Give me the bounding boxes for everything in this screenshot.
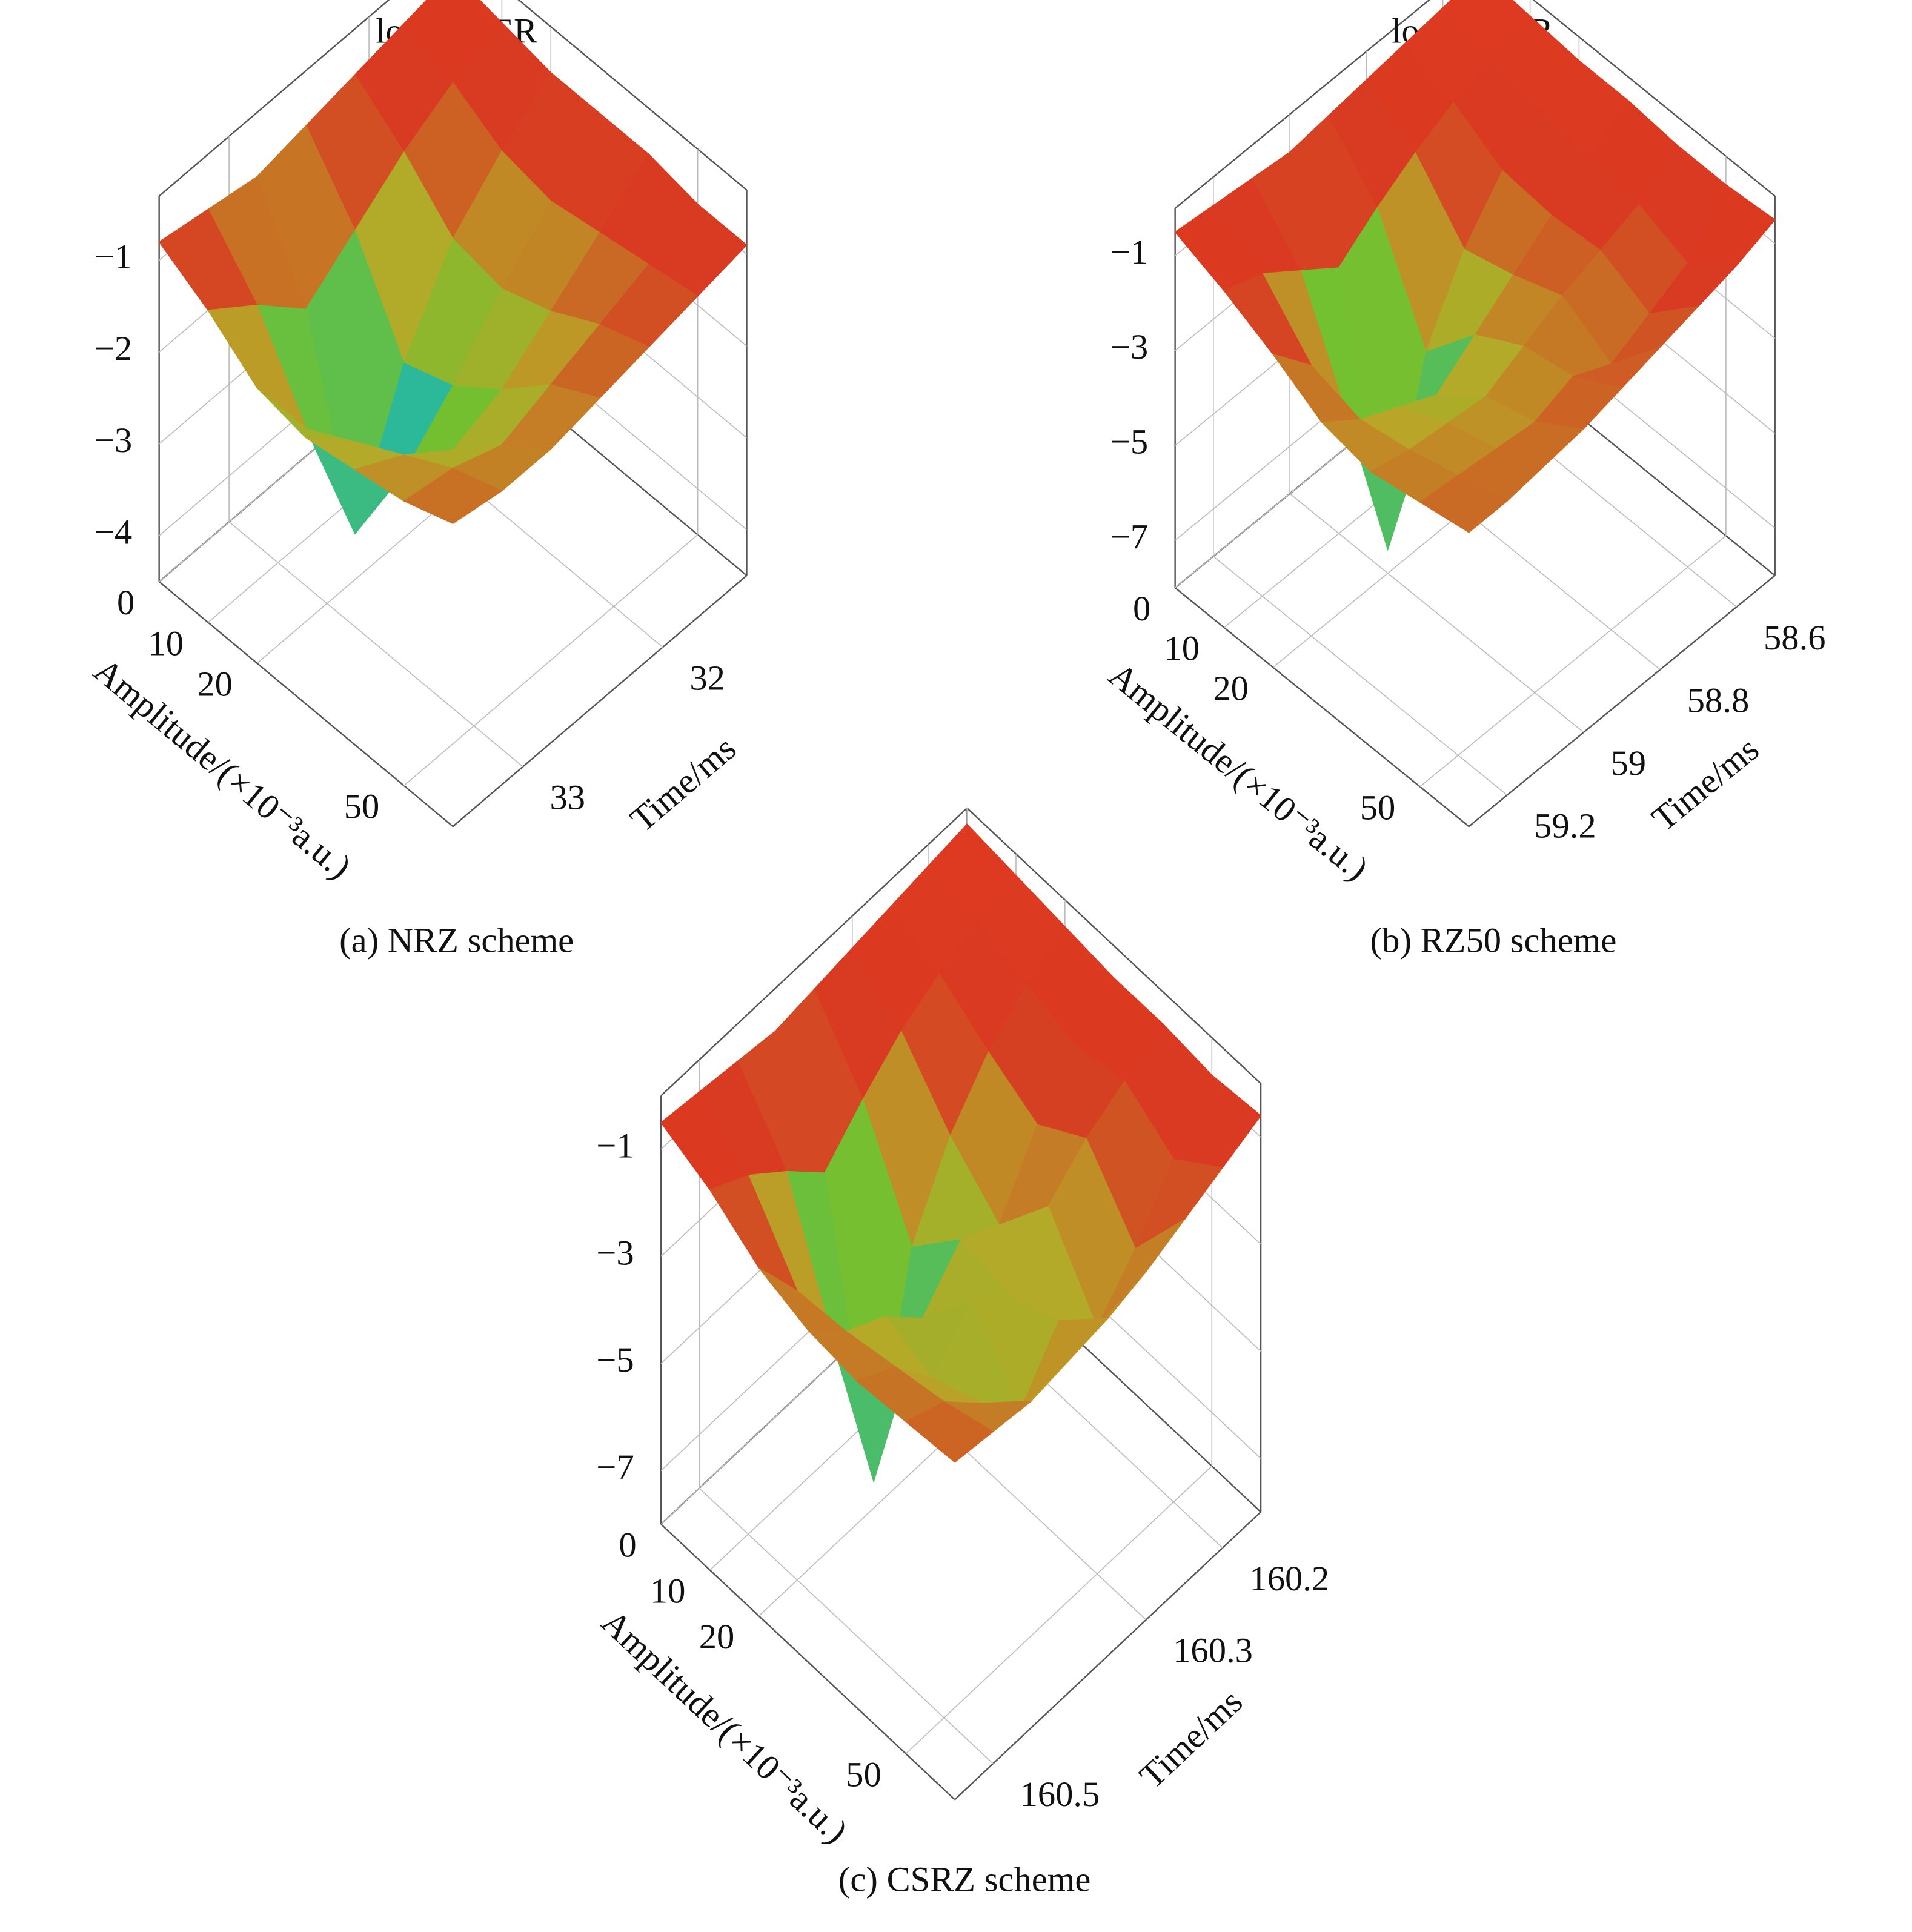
caption: (c) CSRZ scheme (838, 1859, 1090, 1899)
x-tick-label: 20 (1213, 668, 1249, 708)
y-tick-label: 58.8 (1687, 680, 1750, 720)
z-tick-label: −5 (596, 1340, 634, 1379)
caption: (b) RZ50 scheme (1370, 921, 1617, 960)
box-edge (452, 575, 748, 828)
panel: −1−3−5−70102050160.2160.3160.5Amplitude/… (594, 807, 1329, 1899)
grid-line (699, 1487, 994, 1764)
x-tick-label: 50 (344, 787, 380, 826)
z-tick-label: −1 (596, 1126, 634, 1166)
box-edge (954, 1511, 1261, 1801)
y-tick-label: 59 (1610, 743, 1646, 783)
grid-line (905, 1466, 1212, 1754)
panel: −1−2−3−401020503233Amplitude/(×10⁻³a.u.)… (87, 0, 748, 960)
y-tick-label: 160.3 (1173, 1631, 1253, 1670)
box-edge (660, 807, 968, 1097)
z-tick-label: −1 (95, 237, 132, 276)
surface-patch (403, 468, 503, 525)
x-tick-label: 50 (846, 1755, 881, 1794)
panel: −1−3−5−7010205058.658.85959.2Amplitude/(… (1101, 0, 1826, 960)
grid-line (403, 534, 699, 786)
y-tick-label: 160.2 (1249, 1559, 1329, 1598)
grid-line (1289, 493, 1584, 733)
x-tick-label: 10 (1164, 629, 1200, 668)
y-tick-label: 59.2 (1534, 806, 1596, 845)
y-tick-label: 58.6 (1764, 618, 1826, 657)
caption: (a) NRZ scheme (339, 921, 574, 960)
z-tick-label: −4 (95, 513, 132, 552)
box-edge (660, 1523, 955, 1801)
z-tick-label: −1 (1110, 233, 1148, 272)
x-tick-label: 0 (117, 583, 134, 622)
z-tick-label: −3 (95, 420, 132, 460)
z-tick-label: −3 (596, 1233, 634, 1272)
y-axis-label: Time/ms (1132, 1682, 1250, 1796)
box-edge (158, 581, 454, 828)
box-edge (1174, 0, 1430, 209)
x-tick-label: 50 (1360, 788, 1396, 827)
y-tick-label: 160.5 (1020, 1774, 1100, 1814)
x-tick-label: 10 (148, 623, 184, 663)
box-edge (158, 0, 390, 197)
box-edge (1468, 575, 1776, 828)
z-tick-label: −3 (1110, 327, 1148, 367)
z-tick-label: −7 (596, 1447, 634, 1487)
x-tick-label: 0 (619, 1525, 636, 1565)
grid-line (228, 521, 523, 768)
surface-patch (905, 1401, 994, 1463)
x-tick-label: 10 (650, 1571, 686, 1610)
y-tick-label: 32 (689, 658, 725, 697)
z-tick-label: −7 (1110, 517, 1148, 556)
grid-line (1213, 556, 1508, 796)
x-tick-label: 20 (699, 1617, 735, 1656)
z-tick-label: −2 (95, 329, 132, 368)
y-axis-label: Time/ms (623, 728, 743, 839)
y-tick-label: 33 (549, 778, 585, 817)
x-tick-label: 20 (197, 665, 233, 704)
surface-patch (1419, 474, 1509, 533)
x-tick-label: 0 (1133, 589, 1150, 628)
z-tick-label: −5 (1110, 422, 1148, 462)
grid-line (1419, 535, 1727, 788)
y-axis-label: Time/ms (1644, 729, 1766, 838)
